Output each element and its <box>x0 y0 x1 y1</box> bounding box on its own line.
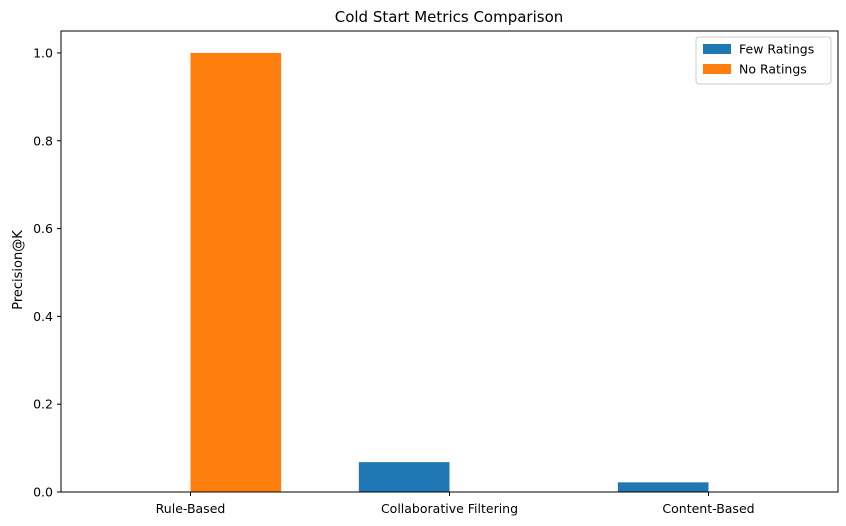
y-tick-label: 1.0 <box>33 45 53 60</box>
x-tick-label: Collaborative Filtering <box>381 501 518 516</box>
chart-title: Cold Start Metrics Comparison <box>335 8 564 26</box>
bar-few-ratings-2 <box>617 482 709 492</box>
bars-group <box>190 52 709 492</box>
y-tick-label: 0.4 <box>33 309 53 324</box>
y-tick-label: 0.2 <box>33 397 53 412</box>
plot-frame <box>60 30 839 493</box>
legend-label: No Ratings <box>739 62 807 77</box>
legend-label: Few Ratings <box>739 42 814 57</box>
y-axis-label: Precision@K <box>11 230 26 310</box>
bar-few-ratings-1 <box>358 462 450 492</box>
y-axis: 0.0 0.2 0.4 0.6 0.8 1.0 <box>33 45 61 500</box>
x-tick-label: Content-Based <box>662 501 754 516</box>
x-axis: Rule-Based Collaborative Filtering Content… <box>156 492 755 516</box>
y-tick-label: 0.8 <box>33 133 53 148</box>
y-tick-label: 0.6 <box>33 221 53 236</box>
y-tick-label: 0.0 <box>33 485 53 500</box>
legend: Few Ratings No Ratings <box>695 36 832 85</box>
x-tick-label: Rule-Based <box>156 501 226 516</box>
legend-swatch <box>703 64 731 74</box>
legend-swatch <box>703 44 731 54</box>
bar-no-ratings-0 <box>190 52 282 492</box>
